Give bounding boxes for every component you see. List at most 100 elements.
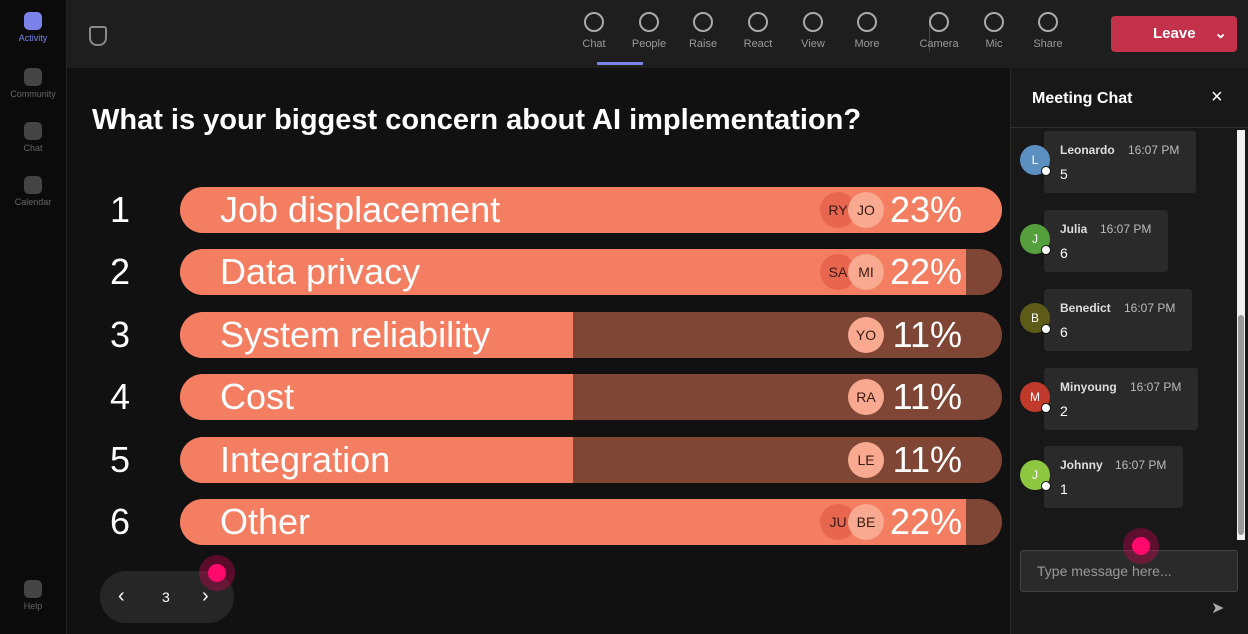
toolbar-icon (857, 12, 877, 32)
chat-title: Meeting Chat (1032, 90, 1133, 107)
chat-panel: Meeting Chat × Leonardo 16:07 PM 5 L Julia 16… (1010, 68, 1248, 634)
cursor-indicator (199, 555, 235, 591)
option-label: Other (220, 501, 311, 542)
rail-item[interactable]: Community (0, 68, 66, 99)
scrollbar[interactable] (1237, 130, 1245, 540)
option-rank: 6 (109, 501, 131, 542)
author-avatar: B (1020, 303, 1051, 334)
voter-avatar: LE (848, 441, 884, 478)
toolbar-button[interactable]: View (788, 12, 838, 50)
toolbar-button[interactable]: Mic (969, 12, 1019, 50)
toolbar-icon (1038, 12, 1058, 32)
message-time: 16:07 PM (1124, 301, 1176, 315)
toolbar-icon (748, 12, 768, 32)
toolbar-icon (984, 12, 1004, 32)
option-rank: 1 (109, 189, 131, 230)
presence-dot (1041, 324, 1051, 334)
message-input[interactable]: Type message here... (1020, 550, 1238, 592)
rail-icon (24, 12, 42, 30)
message-time: 16:07 PM (1128, 143, 1180, 157)
toolbar-button[interactable]: More (842, 12, 892, 50)
option-label: Data privacy (220, 251, 421, 293)
toolbar-icon (929, 12, 949, 32)
toolbar-button[interactable]: Raise (678, 12, 728, 50)
prev-button[interactable]: ‹ (118, 585, 125, 607)
option-bar[interactable]: Job displacement 23% RY JO (180, 187, 1002, 233)
rail-item[interactable]: Calendar (0, 176, 66, 207)
toolbar-label: More (854, 38, 880, 50)
toolbar-label: React (743, 38, 773, 50)
toolbar-label: Mic (985, 38, 1003, 50)
leave-dropdown[interactable]: ⌄ (1214, 25, 1227, 42)
toolbar-label: People (631, 38, 667, 50)
toolbar-button[interactable]: Chat (569, 12, 619, 50)
option-percent: 22% (889, 251, 962, 293)
rail-label: Help (23, 601, 43, 611)
option-percent: 23% (889, 189, 962, 230)
voter-avatar: YO (848, 316, 884, 353)
next-button[interactable]: › (202, 585, 209, 607)
rail-item[interactable]: Activity (0, 12, 66, 43)
author-avatar: J (1020, 224, 1051, 255)
option-fill (180, 374, 574, 421)
toolbar-icon (639, 12, 659, 32)
option-label: Integration (220, 438, 391, 480)
option-percent: 22% (889, 501, 962, 542)
option-bar[interactable]: Cost 11% RA (180, 374, 1002, 421)
voter-avatar: MI (848, 254, 884, 291)
toolbar-button[interactable]: Camera (914, 12, 964, 50)
leave-button[interactable]: Leave ⌄ (1111, 16, 1237, 52)
message-author: Benedict (1060, 301, 1111, 315)
message-text: 5 (1060, 166, 1068, 182)
toolbar-label: Raise (688, 38, 718, 50)
rail-icon (24, 68, 42, 86)
rail-label: Community (10, 89, 56, 99)
close-button[interactable]: × (1211, 86, 1223, 108)
option-percent: 11% (892, 438, 962, 480)
author-avatar: M (1020, 382, 1051, 413)
option-rank: 4 (109, 376, 131, 418)
option-bar[interactable]: Data privacy 22% SA MI (180, 249, 1002, 296)
active-indicator (597, 62, 643, 65)
rail-item[interactable]: Chat (0, 122, 66, 153)
top-bar: Chat People Raise React View More Camera Mic Sha… (67, 0, 1248, 68)
rail-icon (24, 176, 42, 194)
option-bar[interactable]: Other 22% JU BE (180, 499, 1002, 545)
message-bubble: Julia 16:07 PM 6 (1044, 210, 1168, 272)
rail-icon (24, 122, 42, 140)
option-label: Job displacement (220, 189, 501, 230)
message-text: 2 (1060, 403, 1068, 419)
message-bubble: Johnny 16:07 PM 1 (1044, 446, 1183, 508)
rail-label: Calendar (14, 197, 52, 207)
rail-item[interactable]: Help (0, 580, 66, 611)
message-bubble: Benedict 16:07 PM 6 (1044, 289, 1192, 351)
option-bar[interactable]: Integration 11% LE (180, 436, 1002, 483)
toolbar-label: Share (1033, 38, 1063, 50)
option-label: Cost (220, 376, 295, 418)
toolbar-button[interactable]: Share (1023, 12, 1073, 50)
toolbar-button[interactable]: People (624, 12, 674, 50)
option-bar[interactable]: System reliability 11% YO (180, 311, 1002, 358)
option-fill (180, 311, 574, 358)
option-percent: 11% (892, 376, 962, 418)
toolbar-label: Camera (919, 38, 959, 50)
rail-icon (24, 580, 42, 598)
author-avatar: L (1020, 145, 1051, 176)
message-bubble: Leonardo 16:07 PM 5 (1044, 131, 1196, 193)
toolbar-icon (584, 12, 604, 32)
message-text: 6 (1060, 324, 1068, 340)
left-rail: Activity Community Chat Calendar Help (0, 0, 67, 634)
voter-avatar: BE (848, 504, 884, 540)
scroll-thumb[interactable] (1238, 315, 1244, 535)
send-button[interactable]: ➤ (1211, 600, 1225, 617)
message-time: 16:07 PM (1100, 222, 1152, 236)
presence-dot (1041, 403, 1051, 413)
voter-avatar: JO (848, 192, 884, 228)
toolbar-button[interactable]: React (733, 12, 783, 50)
page-number: 3 (162, 589, 170, 605)
option-rank: 2 (109, 251, 131, 293)
message-author: Minyoung (1060, 380, 1117, 394)
option-fill (180, 436, 574, 483)
option-rank: 3 (109, 313, 131, 355)
